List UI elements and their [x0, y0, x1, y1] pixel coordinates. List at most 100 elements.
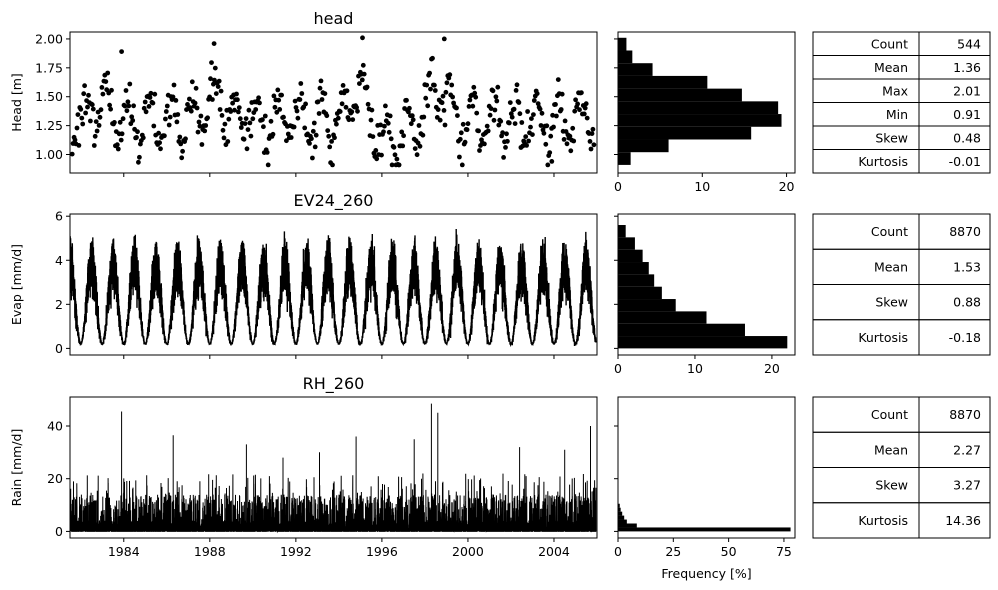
data-point: [120, 116, 126, 122]
stats-value: 14.36: [945, 513, 981, 528]
data-point: [417, 143, 423, 149]
data-point: [430, 55, 435, 61]
data-point: [257, 100, 262, 106]
data-point: [476, 128, 481, 134]
data-point: [541, 130, 547, 136]
data-point: [281, 114, 286, 120]
data-point: [369, 107, 375, 113]
data-point: [531, 98, 537, 103]
data-point: [245, 127, 251, 132]
histogram-bar: [618, 63, 653, 76]
data-point: [78, 106, 84, 112]
data-point: [428, 86, 433, 92]
data-point: [544, 123, 550, 129]
data-point: [185, 102, 190, 107]
histogram-frame: [617, 396, 796, 539]
y-axis-label: Rain [mm/d]: [9, 429, 24, 507]
data-point: [562, 118, 568, 124]
data-point: [272, 104, 278, 110]
data-point: [360, 35, 365, 41]
data-point: [570, 125, 576, 131]
plot-frame: [69, 213, 598, 356]
data-point: [221, 135, 227, 141]
stats-value: 2.01: [953, 83, 981, 98]
data-point: [589, 131, 595, 137]
x-tick-label: 2000: [452, 544, 484, 559]
data-point: [86, 92, 91, 98]
histogram-bar: [618, 527, 791, 532]
data-point: [386, 129, 392, 135]
data-point: [203, 123, 209, 128]
data-point: [295, 115, 301, 121]
plot-frame: [69, 396, 598, 539]
histogram-x-tick-label: 25: [665, 544, 681, 559]
data-point: [117, 119, 123, 125]
data-point: [127, 81, 133, 87]
series-plot-2: [70, 403, 597, 534]
data-point: [462, 139, 468, 145]
data-point: [498, 118, 504, 124]
histogram-x-axis-label: Frequency [%]: [661, 566, 751, 581]
data-point: [501, 155, 506, 160]
data-point: [310, 128, 316, 134]
histogram-0: [618, 37, 782, 165]
data-point: [70, 151, 75, 157]
data-point: [244, 146, 250, 152]
stats-label: Kurtosis: [858, 330, 908, 345]
data-point: [364, 84, 370, 90]
data-point: [408, 121, 414, 127]
chart-title: RH_260: [303, 374, 365, 394]
data-point: [467, 97, 473, 103]
data-point: [466, 104, 472, 109]
stats-value: 3.27: [953, 478, 981, 493]
data-point: [237, 116, 243, 122]
data-point: [528, 124, 533, 130]
data-point: [425, 103, 431, 109]
data-point: [409, 113, 415, 119]
data-point: [346, 117, 352, 123]
data-point: [129, 114, 135, 120]
histogram-bar: [618, 299, 676, 312]
histogram-x-tick-label: 20: [764, 361, 780, 376]
data-point: [332, 135, 337, 141]
data-point: [235, 97, 240, 103]
stats-label: Kurtosis: [858, 513, 908, 528]
stats-label: Mean: [874, 259, 908, 274]
stats-table-1: Count 8870 Mean 1.53 Skew 0.88 Kurtosis -0.18: [812, 213, 991, 356]
data-point: [152, 91, 158, 97]
data-point: [212, 65, 218, 71]
data-point: [243, 116, 249, 121]
histogram-bar: [618, 237, 635, 250]
data-point: [312, 144, 318, 150]
data-point: [450, 94, 455, 100]
data-point: [76, 143, 82, 148]
stats-value-cell: [918, 502, 991, 539]
data-point: [213, 91, 219, 96]
data-point: [440, 93, 446, 99]
data-point: [550, 112, 555, 118]
data-point: [458, 130, 464, 136]
data-point: [151, 123, 157, 129]
data-point: [137, 154, 142, 160]
y-tick-label: 4: [55, 253, 63, 268]
data-point: [94, 128, 100, 134]
histogram-bar: [618, 515, 625, 520]
data-point: [549, 159, 555, 164]
data-point: [178, 141, 184, 147]
histogram-x-tick-label: 0: [614, 544, 622, 559]
histogram-bar: [618, 126, 752, 140]
data-point: [288, 135, 294, 140]
stats-label: Kurtosis: [858, 154, 908, 169]
data-point: [460, 121, 466, 127]
data-point: [107, 102, 112, 108]
histogram-bar: [618, 507, 621, 512]
data-point: [368, 117, 374, 123]
data-point: [177, 134, 183, 140]
histogram-bar: [618, 37, 627, 51]
data-point: [220, 127, 226, 133]
data-point: [432, 82, 437, 88]
data-point: [80, 121, 86, 127]
data-point: [524, 143, 529, 148]
stats-value: 544: [957, 36, 981, 51]
data-point: [529, 116, 534, 121]
